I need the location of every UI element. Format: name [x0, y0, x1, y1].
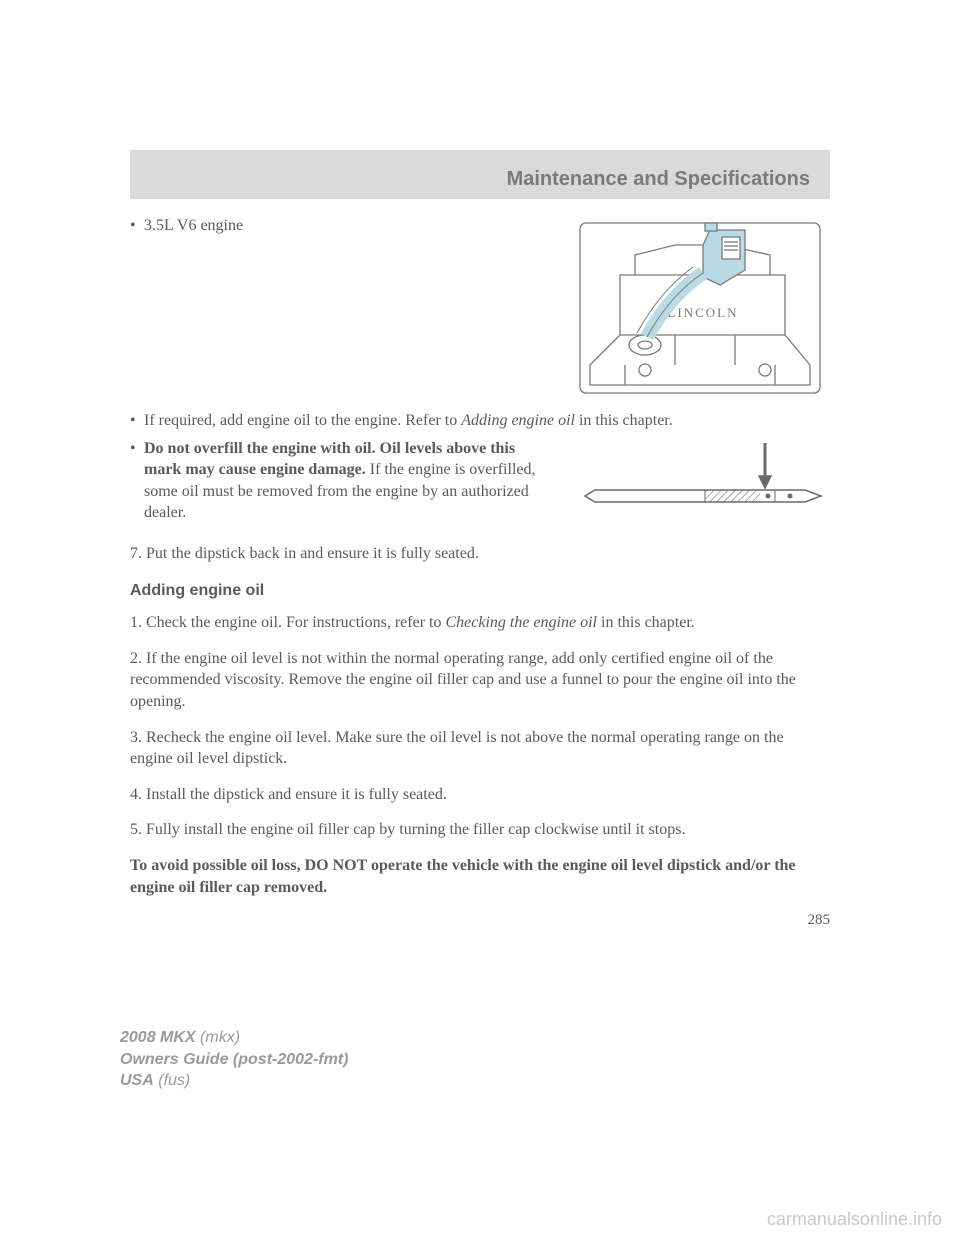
text-italic: Checking the engine oil [445, 614, 597, 631]
bullet-item: • 3.5L V6 engine [130, 215, 552, 237]
text-span: in this chapter. [597, 614, 695, 631]
footer-line: 2008 MKX (mkx) [120, 1027, 348, 1049]
bullet-dot: • [130, 438, 144, 524]
footer-line: USA (fus) [120, 1070, 348, 1092]
bullet-item: • If required, add engine oil to the eng… [130, 410, 830, 432]
watermark-text: carmanualsonline.info [767, 1209, 942, 1230]
engine-bullet-row: • 3.5L V6 engine LINCOLN [130, 215, 830, 400]
bullet-text: Do not overfill the engine with oil. Oil… [144, 438, 552, 524]
dipstick-bullet-row: • Do not overfill the engine with oil. O… [130, 438, 830, 533]
engine-diagram-icon: LINCOLN [575, 215, 825, 400]
footer-region-code: (fus) [158, 1072, 190, 1089]
dipstick-diagram-icon [575, 438, 825, 533]
footer-model: 2008 MKX [120, 1029, 196, 1046]
section-title: Maintenance and Specifications [507, 168, 810, 190]
footer-block: 2008 MKX (mkx) Owners Guide (post-2002-f… [120, 1027, 348, 1092]
page-number: 285 [130, 912, 830, 929]
dipstick-illustration [570, 438, 830, 533]
svg-text:LINCOLN: LINCOLN [667, 305, 738, 320]
text-column: • Do not overfill the engine with oil. O… [130, 438, 570, 530]
warning-text: To avoid possible oil loss, DO NOT opera… [130, 855, 830, 898]
text-span: If required, add engine oil to the engin… [144, 412, 461, 429]
text-column: • 3.5L V6 engine [130, 215, 570, 243]
step-text: 2. If the engine oil level is not within… [130, 648, 830, 713]
engine-illustration: LINCOLN [570, 215, 830, 400]
footer-region: USA [120, 1072, 154, 1089]
bullet-item: • Do not overfill the engine with oil. O… [130, 438, 552, 524]
step-text: 7. Put the dipstick back in and ensure i… [130, 543, 830, 565]
text-span: in this chapter. [575, 412, 673, 429]
manual-page: Maintenance and Specifications • 3.5L V6… [0, 0, 960, 929]
text-span: 1. Check the engine oil. For instruction… [130, 614, 445, 631]
step-text: 1. Check the engine oil. For instruction… [130, 612, 830, 634]
bullet-text: 3.5L V6 engine [144, 215, 552, 237]
bullet-dot: • [130, 215, 144, 237]
text-italic: Adding engine oil [461, 412, 575, 429]
step-text: 5. Fully install the engine oil filler c… [130, 819, 830, 841]
subsection-heading: Adding engine oil [130, 582, 830, 600]
step-text: 4. Install the dipstick and ensure it is… [130, 784, 830, 806]
step-text: 3. Recheck the engine oil level. Make su… [130, 727, 830, 770]
footer-model-code: (mkx) [200, 1029, 240, 1046]
bullet-dot: • [130, 410, 144, 432]
bullet-text: If required, add engine oil to the engin… [144, 410, 830, 432]
section-header: Maintenance and Specifications [130, 150, 830, 199]
footer-guide: Owners Guide (post-2002-fmt) [120, 1049, 348, 1071]
